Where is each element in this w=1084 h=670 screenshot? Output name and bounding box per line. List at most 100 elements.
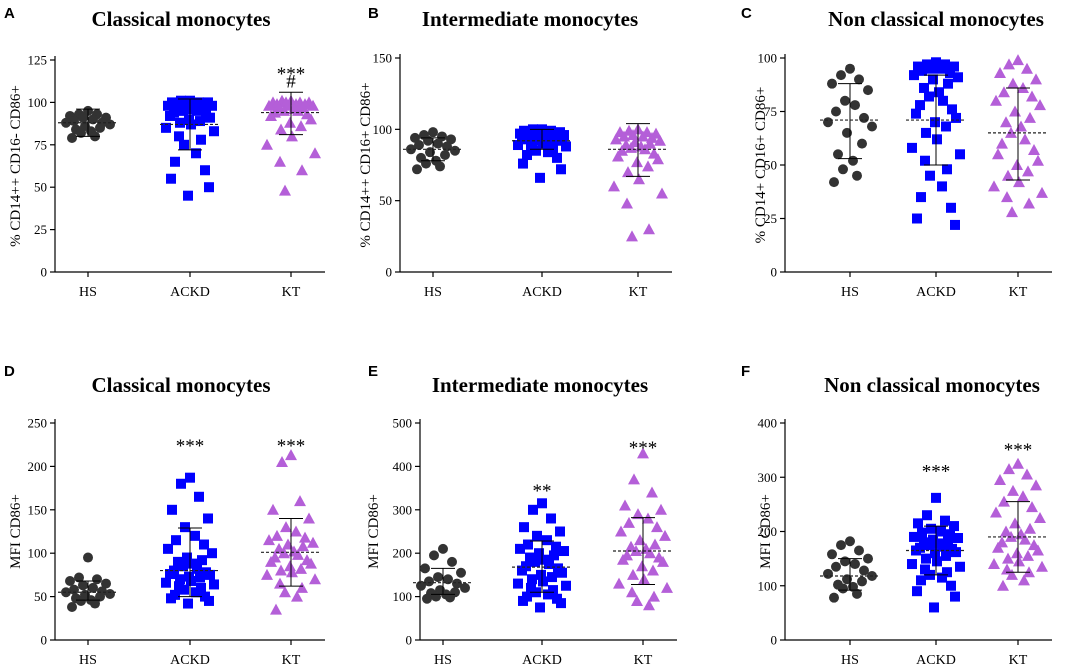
- data-point-kt: [307, 99, 319, 111]
- data-point-kt: [279, 586, 291, 598]
- data-point-hs: [423, 135, 433, 146]
- data-point-kt: [992, 148, 1004, 160]
- data-point-kt: [1019, 133, 1031, 145]
- data-point-kt: [284, 560, 296, 572]
- data-point-kt: [276, 456, 288, 468]
- data-point-ackd: [547, 137, 557, 148]
- data-point-kt: [299, 531, 311, 543]
- y-tick-label: 125: [28, 53, 48, 68]
- data-point-ackd: [190, 530, 200, 541]
- data-point-ackd: [544, 559, 554, 570]
- data-point-ackd: [538, 576, 548, 587]
- data-point-kt: [265, 555, 277, 567]
- data-point-kt: [295, 562, 307, 574]
- data-point-kt: [1024, 111, 1036, 123]
- y-tick-label: 75: [764, 104, 777, 119]
- data-point-ackd: [546, 513, 556, 524]
- data-point-hs: [840, 556, 850, 567]
- data-point-ackd: [557, 567, 567, 578]
- data-point-ackd: [542, 535, 552, 546]
- data-point-ackd: [530, 131, 540, 142]
- y-tick-label: 50: [34, 589, 47, 604]
- x-tick-label-kt: KT: [629, 285, 648, 300]
- data-point-kt: [285, 449, 297, 461]
- y-tick-label: 500: [393, 416, 413, 431]
- data-point-ackd: [928, 534, 938, 545]
- data-point-kt: [638, 573, 650, 585]
- data-point-hs: [414, 140, 424, 151]
- y-tick-label: 75: [34, 137, 47, 152]
- data-point-kt: [619, 499, 631, 511]
- significance-marker-kt: ***: [629, 438, 658, 459]
- y-axis-label-A: % CD14++ CD16- CD86+: [8, 85, 24, 247]
- data-point-kt: [627, 129, 639, 141]
- data-point-kt: [1034, 511, 1046, 523]
- data-point-ackd: [931, 492, 941, 503]
- data-point-ackd: [943, 78, 953, 89]
- data-point-kt: [1026, 501, 1038, 513]
- panel-title-D: Classical monocytes: [91, 373, 270, 397]
- data-point-kt: [270, 603, 282, 615]
- data-point-ackd: [951, 112, 961, 123]
- data-point-hs: [829, 177, 839, 188]
- data-point-hs: [857, 576, 867, 587]
- data-point-kt: [621, 197, 633, 209]
- data-point-kt: [997, 579, 1009, 591]
- data-point-kt: [1001, 191, 1013, 203]
- data-point-ackd: [916, 192, 926, 203]
- data-point-ackd: [180, 97, 190, 108]
- data-point-ackd: [556, 164, 566, 175]
- data-point-ackd: [179, 139, 189, 150]
- significance-marker-ackd: **: [533, 481, 552, 502]
- data-point-kt: [652, 153, 664, 165]
- data-point-kt: [1018, 574, 1030, 586]
- data-point-kt: [303, 512, 315, 524]
- data-point-hs: [424, 576, 434, 587]
- significance-marker-kt: ***: [1004, 440, 1033, 461]
- y-axis-label-F: MFI CD86+: [758, 494, 774, 569]
- data-point-hs: [422, 593, 432, 604]
- data-point-ackd: [207, 548, 217, 559]
- data-point-kt: [265, 109, 277, 121]
- data-point-ackd: [161, 577, 171, 588]
- data-point-ackd: [523, 539, 533, 550]
- data-point-ackd: [946, 202, 956, 213]
- data-point-ackd: [950, 591, 960, 602]
- data-point-kt: [1030, 479, 1042, 491]
- data-point-ackd: [527, 137, 537, 148]
- data-point-kt: [1007, 484, 1019, 496]
- data-point-kt: [623, 516, 635, 528]
- x-tick-label-ackd: ACKD: [522, 653, 562, 668]
- x-tick-label-hs: HS: [424, 285, 442, 300]
- data-point-kt: [1036, 186, 1048, 198]
- data-point-ackd: [955, 149, 965, 160]
- x-tick-label-ackd: ACKD: [916, 653, 956, 668]
- data-point-kt: [292, 548, 304, 560]
- y-tick-label: 150: [28, 502, 48, 517]
- data-point-ackd: [180, 522, 190, 533]
- data-point-kt: [1034, 99, 1046, 111]
- y-tick-label: 300: [758, 470, 778, 485]
- data-point-kt: [1013, 555, 1025, 567]
- data-point-ackd: [178, 561, 188, 572]
- data-point-ackd: [190, 99, 200, 110]
- data-point-ackd: [924, 540, 934, 551]
- data-point-hs: [440, 150, 450, 161]
- data-point-ackd: [178, 105, 188, 116]
- data-point-ackd: [192, 105, 202, 116]
- y-tick-label: 400: [758, 416, 778, 431]
- data-point-kt: [988, 558, 1000, 570]
- data-point-kt: [1000, 116, 1012, 128]
- panel-title-E: Intermediate monocytes: [432, 373, 648, 397]
- data-point-kt: [295, 120, 307, 132]
- data-point-ackd: [518, 158, 528, 169]
- data-point-ackd: [205, 569, 215, 580]
- data-point-kt: [647, 564, 659, 576]
- data-point-ackd: [517, 565, 527, 576]
- data-point-kt: [1011, 547, 1023, 559]
- data-point-kt: [296, 581, 308, 593]
- data-point-ackd: [916, 575, 926, 586]
- data-point-ackd: [938, 541, 948, 552]
- y-tick-label: 0: [41, 265, 48, 280]
- y-tick-label: 200: [393, 546, 413, 561]
